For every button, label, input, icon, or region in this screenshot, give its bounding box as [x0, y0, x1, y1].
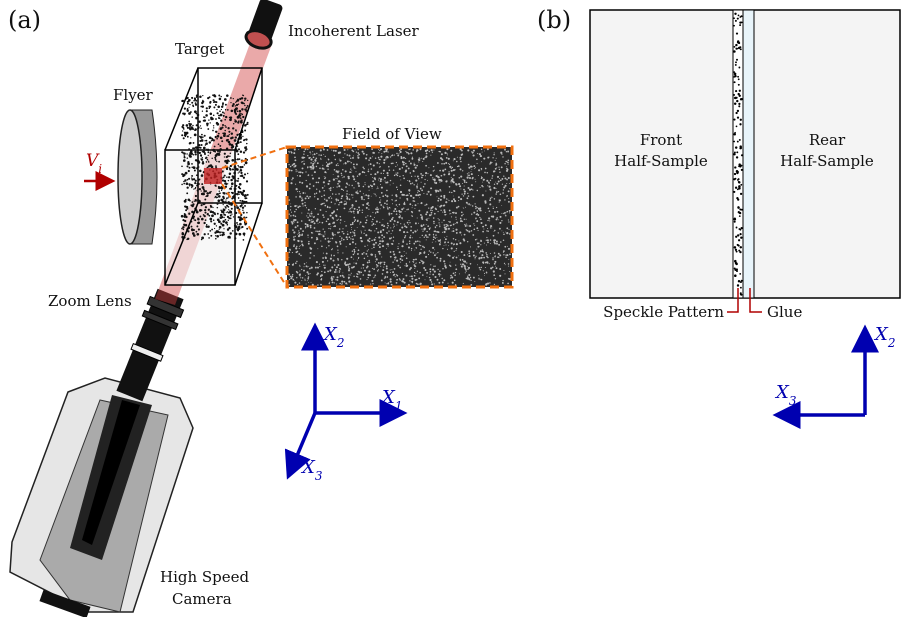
figure: (a) Incoherent Laser Target Fly	[0, 0, 902, 617]
front-label: Front	[640, 131, 682, 149]
glue-label: Glue	[767, 303, 802, 321]
lens-label: Zoom Lens	[48, 292, 132, 310]
velocity-label: Vi	[86, 151, 102, 176]
rear-label: Rear	[809, 131, 846, 149]
laser-label: Incoherent Laser	[288, 22, 420, 40]
speckle-label: Speckle Pattern	[603, 303, 724, 321]
axis-label: X2	[322, 324, 344, 350]
axis-label: X1	[380, 387, 402, 413]
front-label: Half-Sample	[614, 152, 708, 170]
glue-layer	[743, 10, 754, 298]
fov-label: Field of View	[342, 125, 442, 143]
camera-label: Camera	[172, 590, 232, 608]
panel-label: (b)	[537, 6, 571, 34]
laser	[244, 0, 285, 51]
panel-label: (a)	[8, 6, 41, 34]
axis-label: X3	[300, 457, 323, 483]
rear-label: Half-Sample	[780, 152, 874, 170]
flyer	[84, 110, 157, 244]
target-label: Target	[175, 40, 224, 58]
axis-label: X3	[774, 382, 797, 408]
flyer-label: Flyer	[113, 86, 154, 104]
axis-label: X2	[873, 324, 895, 350]
fov-marker	[204, 168, 222, 184]
camera-label: High Speed	[160, 568, 250, 586]
